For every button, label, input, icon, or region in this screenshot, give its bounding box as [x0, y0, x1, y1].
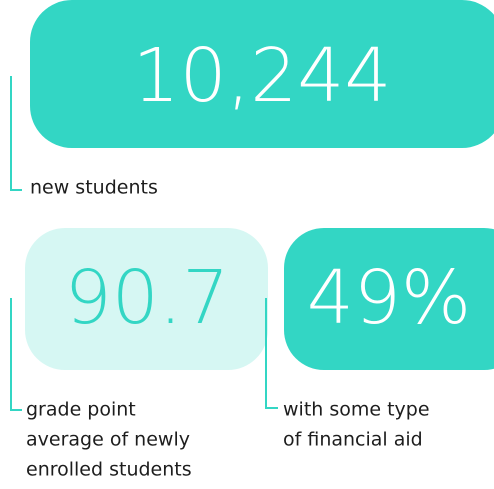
stat-box [284, 228, 494, 370]
stat-label: grade point [26, 399, 136, 421]
stat-label: with some type [283, 399, 430, 421]
stat-value: 10,244 [133, 33, 392, 119]
bracket [10, 76, 22, 191]
stat-label: of financial aid [283, 429, 423, 451]
stat-box [25, 228, 268, 370]
bracket [10, 298, 22, 411]
stat-value: 49% [307, 255, 471, 341]
bracket [265, 298, 278, 409]
stat-label: average of newly [26, 429, 190, 451]
stat-box [30, 0, 494, 148]
stat-label: new students [30, 177, 158, 199]
stat-label: enrolled students [26, 459, 192, 481]
stat-value: 90.7 [65, 255, 230, 341]
